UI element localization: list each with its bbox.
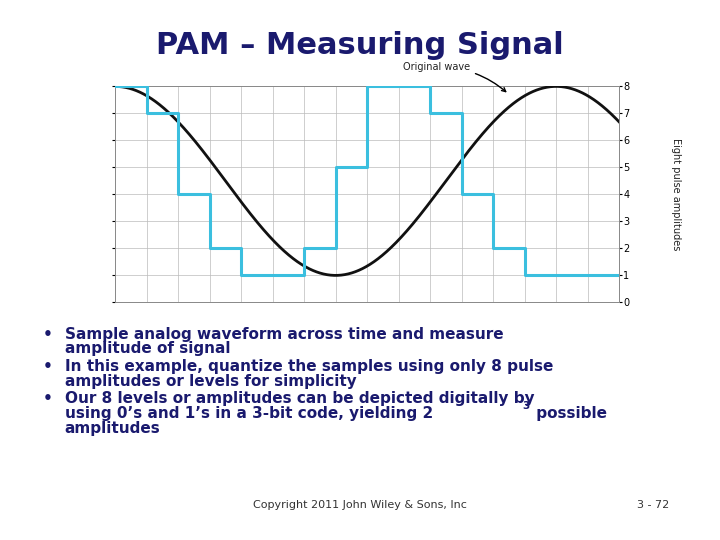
Text: •: • bbox=[43, 327, 53, 342]
Text: amplitudes or levels for simplicity: amplitudes or levels for simplicity bbox=[65, 374, 356, 389]
Text: amplitude of signal: amplitude of signal bbox=[65, 341, 230, 356]
Text: using 0’s and 1’s in a 3-bit code, yielding 2: using 0’s and 1’s in a 3-bit code, yield… bbox=[65, 406, 433, 421]
Text: Original wave: Original wave bbox=[403, 62, 505, 92]
Text: possible: possible bbox=[531, 406, 608, 421]
Text: In this example, quantize the samples using only 8 pulse: In this example, quantize the samples us… bbox=[65, 359, 553, 374]
Text: Copyright 2011 John Wiley & Sons, Inc: Copyright 2011 John Wiley & Sons, Inc bbox=[253, 500, 467, 510]
Text: amplitudes: amplitudes bbox=[65, 421, 161, 436]
Text: Our 8 levels or amplitudes can be depicted digitally by: Our 8 levels or amplitudes can be depict… bbox=[65, 392, 534, 407]
Text: Sample analog waveform across time and measure: Sample analog waveform across time and m… bbox=[65, 327, 503, 342]
Text: 3 - 72: 3 - 72 bbox=[637, 500, 670, 510]
Text: 3: 3 bbox=[523, 401, 530, 411]
Text: •: • bbox=[43, 392, 53, 407]
Text: •: • bbox=[43, 359, 53, 374]
Y-axis label: Eight pulse amplitudes: Eight pulse amplitudes bbox=[671, 138, 681, 251]
Text: PAM – Measuring Signal: PAM – Measuring Signal bbox=[156, 31, 564, 60]
